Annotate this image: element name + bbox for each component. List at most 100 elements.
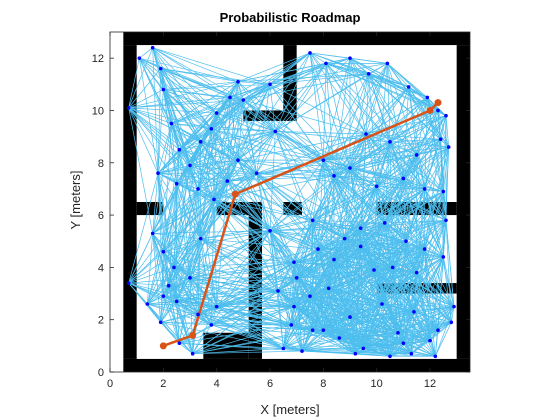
roadmap-edge <box>216 306 284 349</box>
roadmap-node <box>289 323 294 327</box>
roadmap-node <box>174 181 179 186</box>
roadmap-edge <box>442 147 450 257</box>
roadmap-edge <box>168 285 284 349</box>
roadmap-edge <box>376 146 449 187</box>
y-tick-label: 8 <box>98 158 104 170</box>
roadmap-edge <box>435 306 455 357</box>
roadmap-edge <box>282 277 298 349</box>
roadmap-edge <box>323 303 383 331</box>
roadmap-edge <box>325 63 409 88</box>
roadmap-node <box>292 260 296 264</box>
roadmap-edge <box>213 97 231 200</box>
roadmap-edge <box>339 337 404 344</box>
roadmap-edge <box>147 199 215 305</box>
roadmap-edge <box>139 58 180 150</box>
roadmap-node <box>372 268 376 272</box>
roadmap-edge <box>413 306 455 313</box>
roadmap-edge <box>237 131 276 161</box>
roadmap-edge <box>403 146 449 179</box>
roadmap-node <box>441 255 446 259</box>
roadmap-node <box>449 320 454 325</box>
roadmap-edge <box>408 86 428 98</box>
roadmap-edge <box>349 167 444 192</box>
roadmap-edge <box>349 146 449 169</box>
roadmap-edge <box>256 63 327 174</box>
roadmap-node <box>353 351 358 356</box>
roadmap-node <box>228 95 232 100</box>
roadmap-edge <box>312 160 324 221</box>
path-waypoint <box>426 106 434 114</box>
roadmap-edge <box>323 73 369 161</box>
roadmap-edge <box>424 188 447 221</box>
y-axis-label: Y [meters] <box>68 170 83 229</box>
roadmap-node <box>196 187 200 191</box>
roadmap-edge <box>384 178 404 224</box>
roadmap-edge <box>282 262 295 349</box>
roadmap-edge <box>309 52 367 135</box>
roadmap-edge <box>312 220 383 305</box>
roadmap-edge <box>403 178 425 190</box>
y-tick-label: 6 <box>98 210 104 222</box>
roadmap-edge <box>397 220 447 333</box>
roadmap-edge <box>349 138 441 169</box>
roadmap-edge <box>360 227 415 313</box>
roadmap-edge <box>213 99 244 200</box>
roadmap-edge <box>173 159 239 268</box>
roadmap-edge <box>392 267 399 333</box>
roadmap-edge <box>424 188 444 192</box>
roadmap-edge <box>291 303 383 326</box>
roadmap-node <box>364 132 368 136</box>
roadmap-edge <box>360 191 444 247</box>
roadmap-edge <box>312 220 340 339</box>
roadmap-edge <box>323 138 441 161</box>
roadmap-edge <box>360 227 452 323</box>
roadmap-edge <box>269 63 327 85</box>
roadmap-edge <box>216 277 297 307</box>
roadmap-edge <box>152 47 239 83</box>
roadmap-edge <box>128 267 175 284</box>
roadmap-edge <box>403 178 444 192</box>
roadmap-node <box>177 341 182 346</box>
roadmap-edge <box>152 47 212 129</box>
roadmap-node <box>388 354 392 359</box>
roadmap-edge <box>163 251 295 263</box>
roadmap-edge <box>277 287 329 292</box>
roadmap-node <box>436 328 440 332</box>
roadmap-edge <box>392 248 425 268</box>
roadmap-edge <box>349 57 428 98</box>
roadmap-edge <box>397 306 455 334</box>
roadmap-edge <box>128 238 201 284</box>
shortest-path <box>159 99 442 350</box>
roadmap-edge <box>323 159 377 187</box>
roadmap-edge <box>293 222 385 263</box>
roadmap-edge <box>365 63 388 135</box>
roadmap-edge <box>397 311 415 333</box>
plot-area <box>123 32 470 372</box>
roadmap-edge <box>360 191 444 229</box>
roadmap-edge <box>269 230 295 263</box>
roadmap-edge <box>312 178 404 221</box>
x-tick-label: 2 <box>160 378 166 390</box>
roadmap-edge <box>171 123 199 190</box>
roadmap-edge <box>269 175 335 232</box>
roadmap-node <box>361 346 366 351</box>
roadmap-edge <box>147 285 169 305</box>
roadmap-edge <box>365 133 425 190</box>
roadmap-edge <box>256 84 271 174</box>
roadmap-node <box>166 283 171 288</box>
roadmap-edge <box>312 220 393 268</box>
roadmap-edge <box>392 256 444 268</box>
roadmap-node <box>212 197 216 202</box>
roadmap-node <box>414 270 419 275</box>
roadmap-edge <box>437 322 452 331</box>
x-tick-label: 4 <box>214 378 220 390</box>
roadmap-edge <box>147 290 279 305</box>
roadmap-edge <box>291 288 329 326</box>
roadmap-node <box>308 294 312 298</box>
roadmap-edge <box>360 188 425 229</box>
roadmap-edge <box>277 290 284 349</box>
roadmap-node <box>150 45 155 50</box>
roadmap-edge <box>179 342 193 354</box>
roadmap-edge <box>157 165 191 174</box>
